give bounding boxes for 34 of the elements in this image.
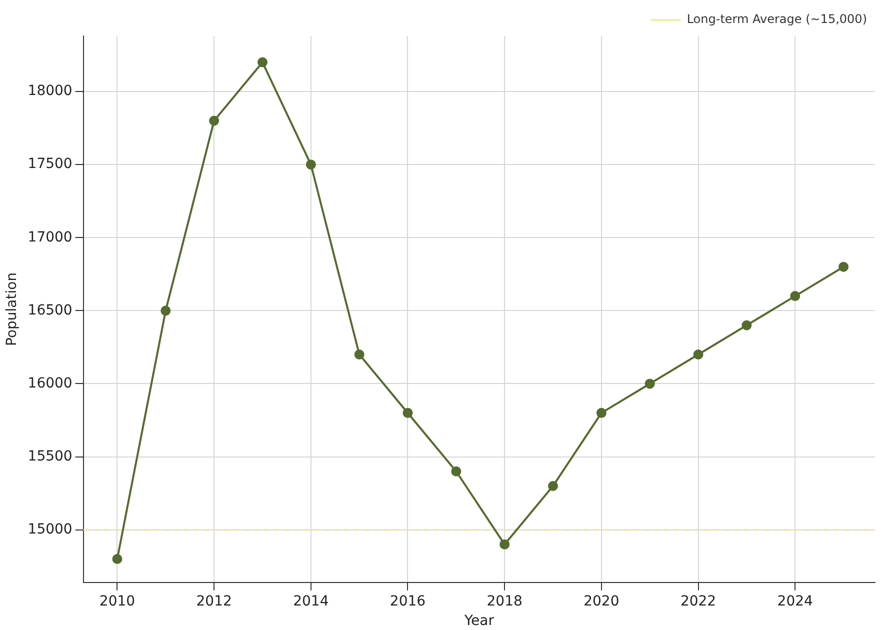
point	[500, 539, 510, 550]
x-tick-label: 2022	[680, 593, 716, 610]
y-tick-label: 16000	[28, 375, 72, 392]
point	[548, 480, 558, 491]
y-tick-label: 15500	[28, 448, 72, 464]
x-tick-label: 2010	[99, 593, 136, 610]
x-axis-title: Year	[463, 613, 494, 630]
point	[112, 554, 122, 564]
point	[402, 408, 413, 418]
x-tick-label: 2012	[196, 593, 232, 610]
x-tick-label: 2020	[584, 593, 620, 610]
point	[451, 466, 462, 476]
point	[257, 57, 268, 68]
y-tick-label: 16500	[28, 302, 72, 318]
x-tick-label: 2016	[390, 593, 426, 610]
y-axis-title: Population	[4, 272, 20, 346]
point	[354, 349, 364, 360]
point	[596, 408, 606, 418]
y-tick-label: 15000	[28, 521, 72, 538]
point	[790, 291, 800, 302]
point	[160, 306, 171, 316]
point	[644, 378, 655, 389]
legend-label: Long-term Average (~15,000)	[686, 12, 868, 26]
point	[209, 116, 220, 126]
point	[838, 262, 849, 272]
point	[742, 320, 752, 330]
point	[306, 160, 316, 170]
y-tick-label: 17500	[28, 156, 72, 172]
x-tick-label: 2014	[293, 593, 329, 610]
point	[693, 349, 704, 360]
y-tick-label: 18000	[28, 83, 72, 100]
y-tick-label: 17000	[28, 229, 72, 246]
x-tick-label: 2024	[777, 593, 814, 610]
x-tick-label: 2018	[486, 593, 522, 610]
